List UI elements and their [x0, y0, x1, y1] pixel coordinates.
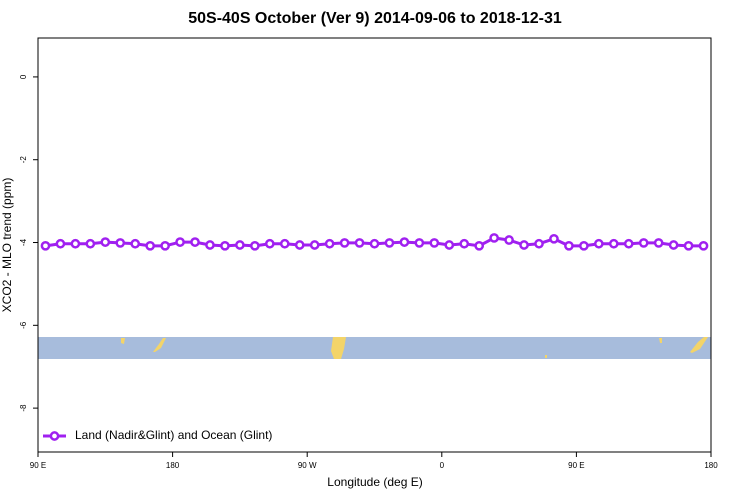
- marker: [549, 233, 559, 244]
- y-tick-label: -6: [19, 321, 28, 329]
- y-tick-label: 0: [19, 74, 28, 79]
- marker: [160, 240, 170, 251]
- x-axis-label: Longitude (deg E): [327, 475, 422, 489]
- marker: [459, 238, 470, 249]
- y-tick-label: -8: [19, 404, 28, 412]
- marker: [55, 238, 66, 249]
- ocean-strip: [38, 337, 711, 359]
- marker: [593, 238, 604, 249]
- marker: [324, 238, 335, 249]
- marker: [444, 240, 455, 250]
- chart-title: 50S-40S October (Ver 9) 2014-09-06 to 20…: [188, 10, 562, 27]
- y-axis-label: XCO2 - MLO trend (ppm): [0, 178, 14, 313]
- x-tick-label: 0: [440, 461, 445, 470]
- marker: [85, 238, 96, 249]
- marker: [399, 237, 410, 247]
- legend-label: Land (Nadir&Glint) and Ocean (Glint): [75, 428, 272, 442]
- x-tick-label: 180: [166, 461, 180, 470]
- marker: [354, 238, 365, 248]
- legend-marker: [49, 431, 60, 441]
- marker: [309, 240, 320, 250]
- marker: [339, 238, 350, 248]
- marker: [175, 237, 185, 247]
- marker: [698, 240, 709, 251]
- marker: [519, 240, 529, 250]
- marker: [489, 233, 499, 243]
- marker: [100, 237, 111, 247]
- y-tick-label: -2: [19, 156, 28, 164]
- x-tick-label: 90 E: [30, 461, 46, 470]
- marker: [294, 240, 305, 250]
- marker: [250, 240, 260, 251]
- marker: [429, 238, 440, 248]
- marker: [190, 237, 200, 247]
- marker: [683, 240, 694, 251]
- marker: [220, 240, 230, 251]
- marker: [40, 240, 51, 251]
- marker: [369, 238, 380, 249]
- y-tick-label: -4: [19, 238, 28, 246]
- marker: [638, 238, 649, 248]
- marker: [145, 240, 156, 251]
- plot-frame: [37, 37, 712, 453]
- marker: [115, 238, 126, 248]
- x-tick-label: 180: [704, 461, 718, 470]
- x-tick-label: 90 E: [568, 461, 584, 470]
- marker: [504, 235, 514, 245]
- marker: [623, 238, 634, 249]
- marker: [564, 240, 574, 251]
- x-tick-label: 90 W: [298, 461, 317, 470]
- marker: [70, 238, 81, 249]
- marker: [414, 238, 425, 248]
- marker: [264, 238, 275, 249]
- marker: [653, 238, 664, 248]
- marker: [235, 240, 245, 250]
- marker: [534, 238, 544, 249]
- marker: [668, 240, 679, 250]
- marker: [384, 238, 395, 248]
- marker: [130, 238, 141, 249]
- marker: [205, 240, 215, 250]
- marker: [279, 238, 290, 249]
- marker: [474, 240, 485, 251]
- marker: [579, 240, 589, 251]
- marker: [608, 238, 619, 249]
- map-strip: [38, 337, 711, 359]
